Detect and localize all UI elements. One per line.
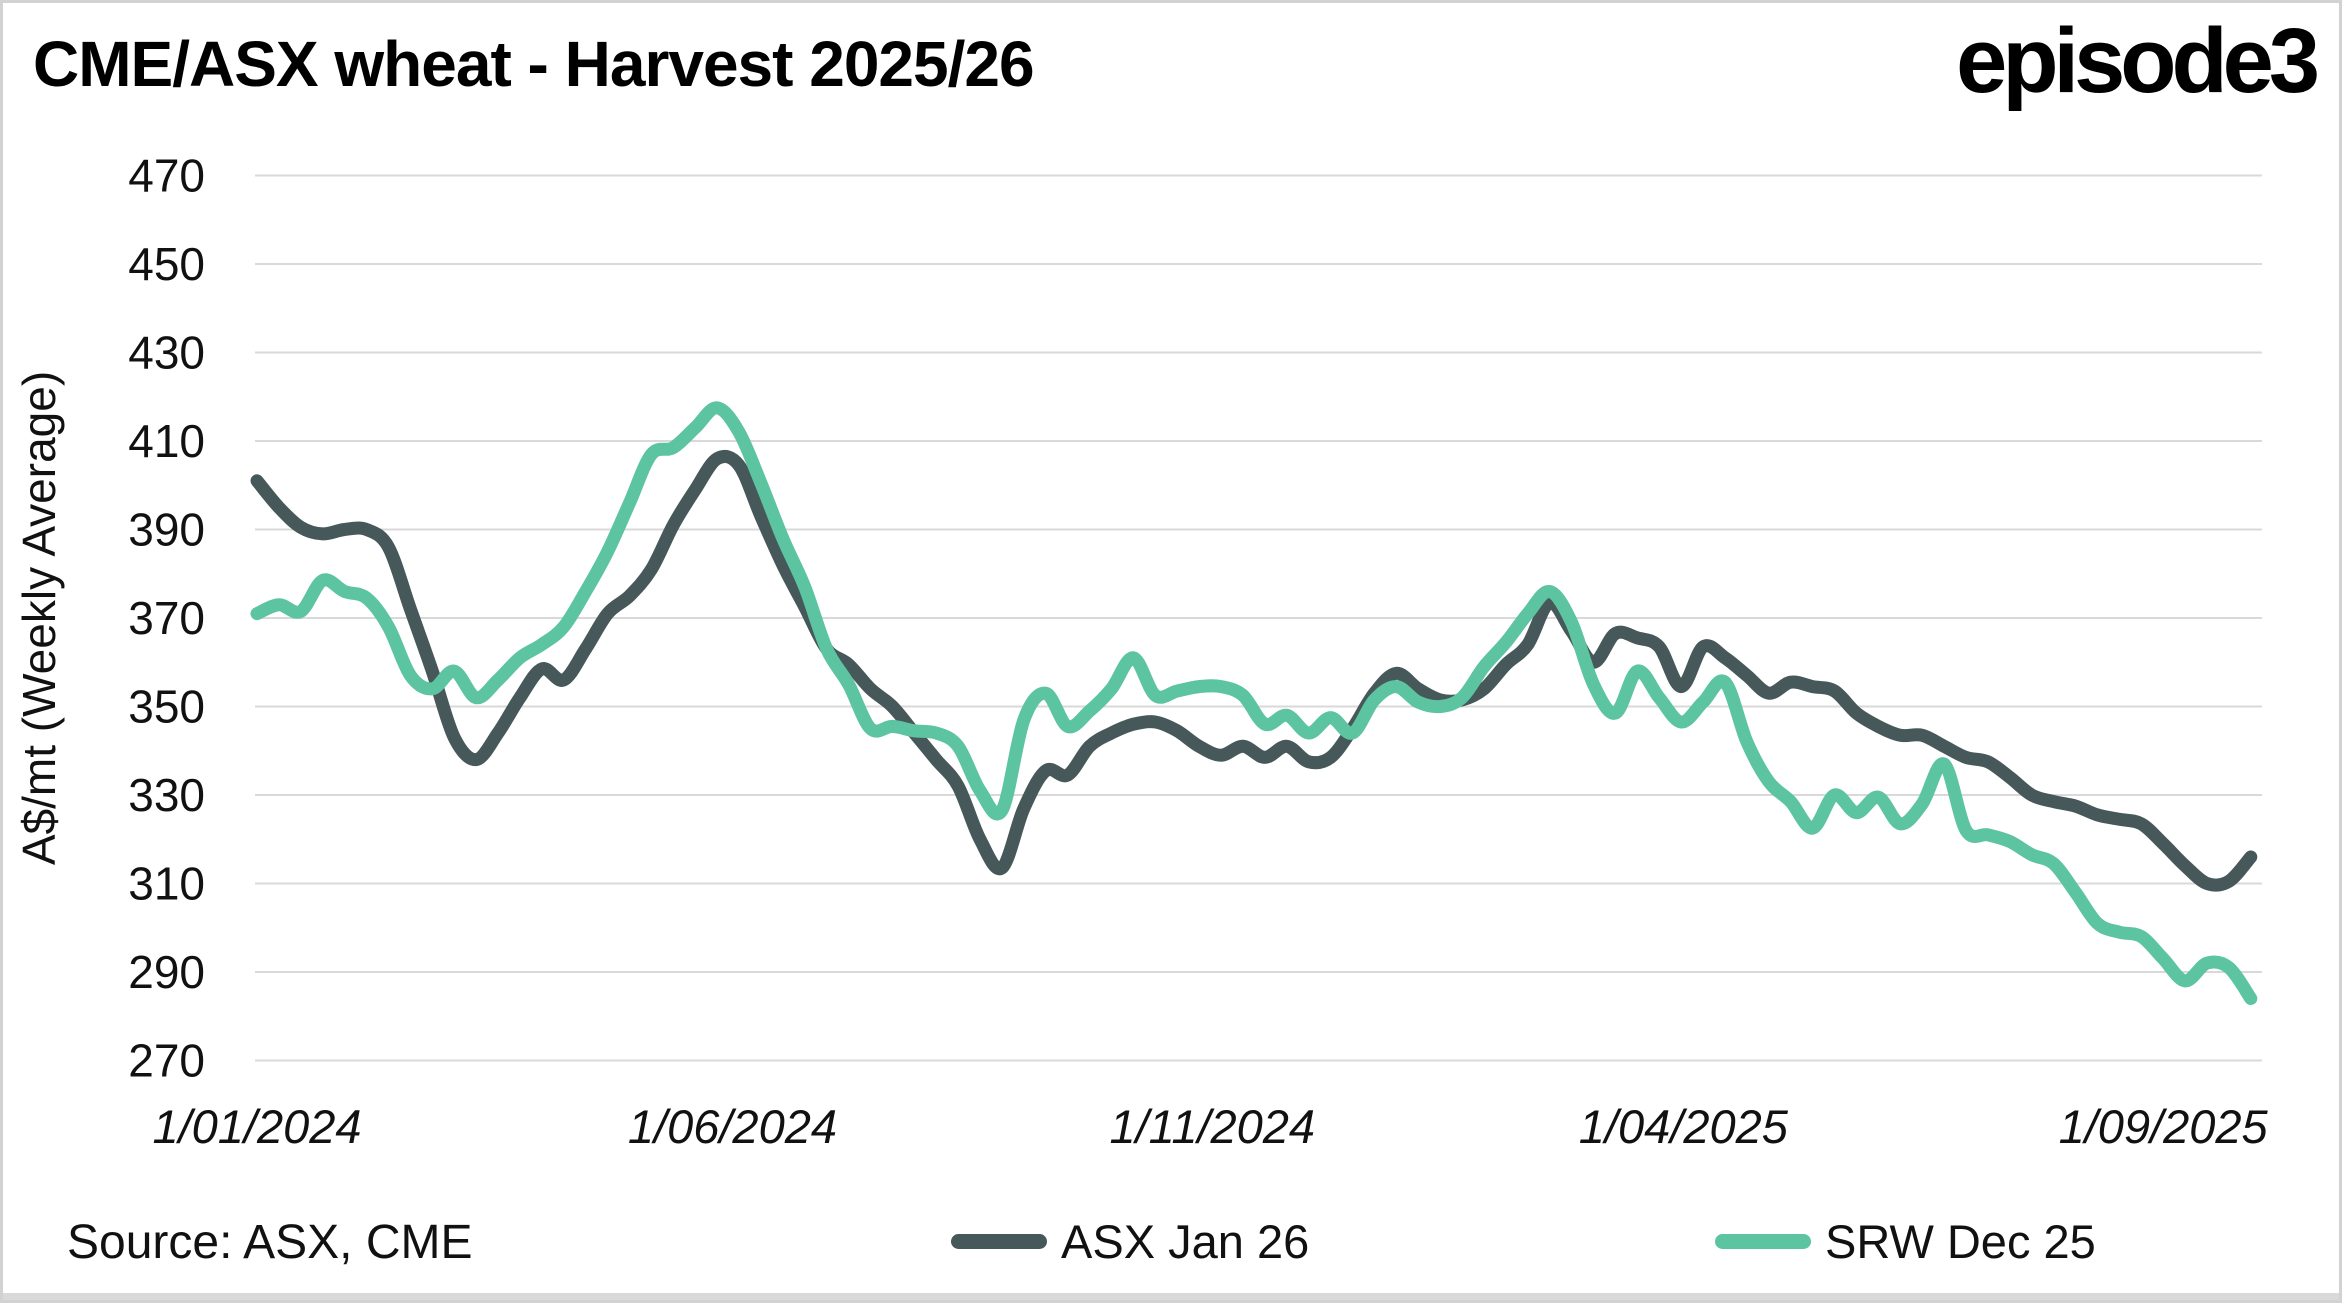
x-tick-label-1/06/2024: 1/06/2024 [628, 1100, 837, 1153]
legend-label-asx: ASX Jan 26 [1061, 1214, 1310, 1268]
y-tick-label-470: 470 [128, 150, 205, 202]
episode3-logo: episode3 [1956, 10, 2320, 112]
y-tick-label-430: 430 [128, 327, 205, 379]
window-bottom-edge [3, 1293, 2339, 1300]
asx-series-swatch-icon [951, 1233, 1047, 1249]
legend-entry-asx-jan-26: ASX Jan 26 [951, 1201, 1309, 1281]
x-tick-label-1/09/2025: 1/09/2025 [2059, 1100, 2269, 1153]
legend-label-srw: SRW Dec 25 [1825, 1214, 2096, 1268]
chart-footer: Source: ASX, CME ASX Jan 26 SRW Dec 25 [3, 1201, 2339, 1281]
y-tick-label-370: 370 [128, 592, 205, 644]
y-tick-label-290: 290 [128, 946, 205, 998]
y-tick-label-350: 350 [128, 681, 205, 733]
legend-entry-srw-dec-25: SRW Dec 25 [1715, 1201, 2096, 1281]
x-tick-label-1/04/2025: 1/04/2025 [1579, 1100, 1789, 1153]
y-tick-label-310: 310 [128, 858, 205, 910]
y-tick-label-450: 450 [128, 238, 205, 290]
chart-title: CME/ASX wheat - Harvest 2025/26 [33, 28, 1035, 100]
x-tick-label-1/11/2024: 1/11/2024 [1109, 1100, 1315, 1153]
srw-series-swatch-icon [1715, 1233, 1811, 1249]
x-tick-label-1/01/2024: 1/01/2024 [152, 1100, 361, 1153]
series-line-srw-dec-25 [250, 401, 2258, 1005]
wheat-price-line-chart: 270 290 310 330 350 370 390 410 430 450 470 1/01/20… [13, 150, 2269, 1154]
y-tick-label-410: 410 [128, 415, 205, 467]
y-tick-label-270: 270 [128, 1035, 205, 1087]
y-tick-label-390: 390 [128, 504, 205, 556]
y-axis-title: A$/mt (Weekly Average) [13, 371, 65, 865]
y-tick-label-330: 330 [128, 769, 205, 821]
series-line-asx-jan-26 [250, 449, 2258, 892]
source-note: Source: ASX, CME [67, 1216, 473, 1269]
